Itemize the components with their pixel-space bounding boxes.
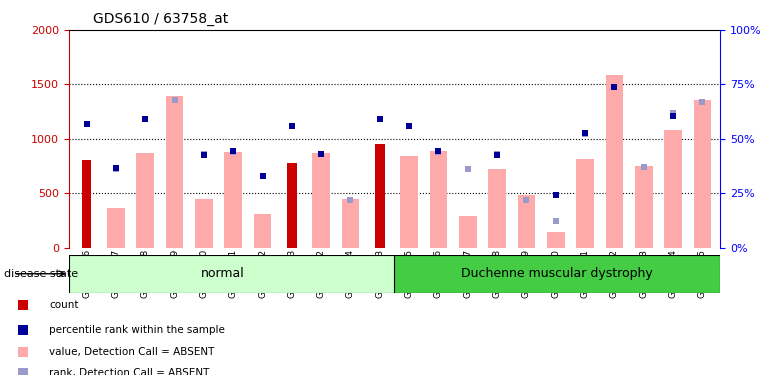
Text: percentile rank within the sample: percentile rank within the sample bbox=[49, 325, 225, 334]
Text: rank, Detection Call = ABSENT: rank, Detection Call = ABSENT bbox=[49, 368, 210, 375]
Bar bbox=[195, 198, 213, 248]
Bar bbox=[664, 130, 682, 248]
Bar bbox=[136, 153, 154, 248]
Text: disease state: disease state bbox=[4, 269, 78, 279]
Bar bbox=[224, 152, 242, 248]
Text: Duchenne muscular dystrophy: Duchenne muscular dystrophy bbox=[461, 267, 653, 280]
Bar bbox=[69, 255, 394, 292]
Bar bbox=[518, 195, 535, 248]
Bar bbox=[576, 159, 594, 248]
Bar bbox=[254, 214, 271, 248]
Bar bbox=[394, 255, 720, 292]
Bar bbox=[287, 163, 296, 248]
Bar bbox=[694, 100, 712, 248]
Text: value, Detection Call = ABSENT: value, Detection Call = ABSENT bbox=[49, 347, 214, 357]
Bar bbox=[430, 151, 447, 248]
Text: GDS610 / 63758_at: GDS610 / 63758_at bbox=[93, 12, 228, 26]
Bar bbox=[82, 160, 91, 248]
Text: count: count bbox=[49, 300, 79, 310]
Text: normal: normal bbox=[201, 267, 245, 280]
Bar bbox=[342, 198, 359, 248]
Bar bbox=[165, 96, 183, 248]
Bar bbox=[459, 216, 476, 248]
Bar bbox=[489, 169, 506, 248]
Bar bbox=[635, 166, 653, 248]
Bar bbox=[606, 75, 624, 248]
Bar bbox=[401, 156, 418, 248]
Bar bbox=[107, 209, 125, 248]
Bar bbox=[313, 153, 330, 248]
Bar bbox=[375, 144, 385, 248]
Bar bbox=[547, 232, 565, 248]
